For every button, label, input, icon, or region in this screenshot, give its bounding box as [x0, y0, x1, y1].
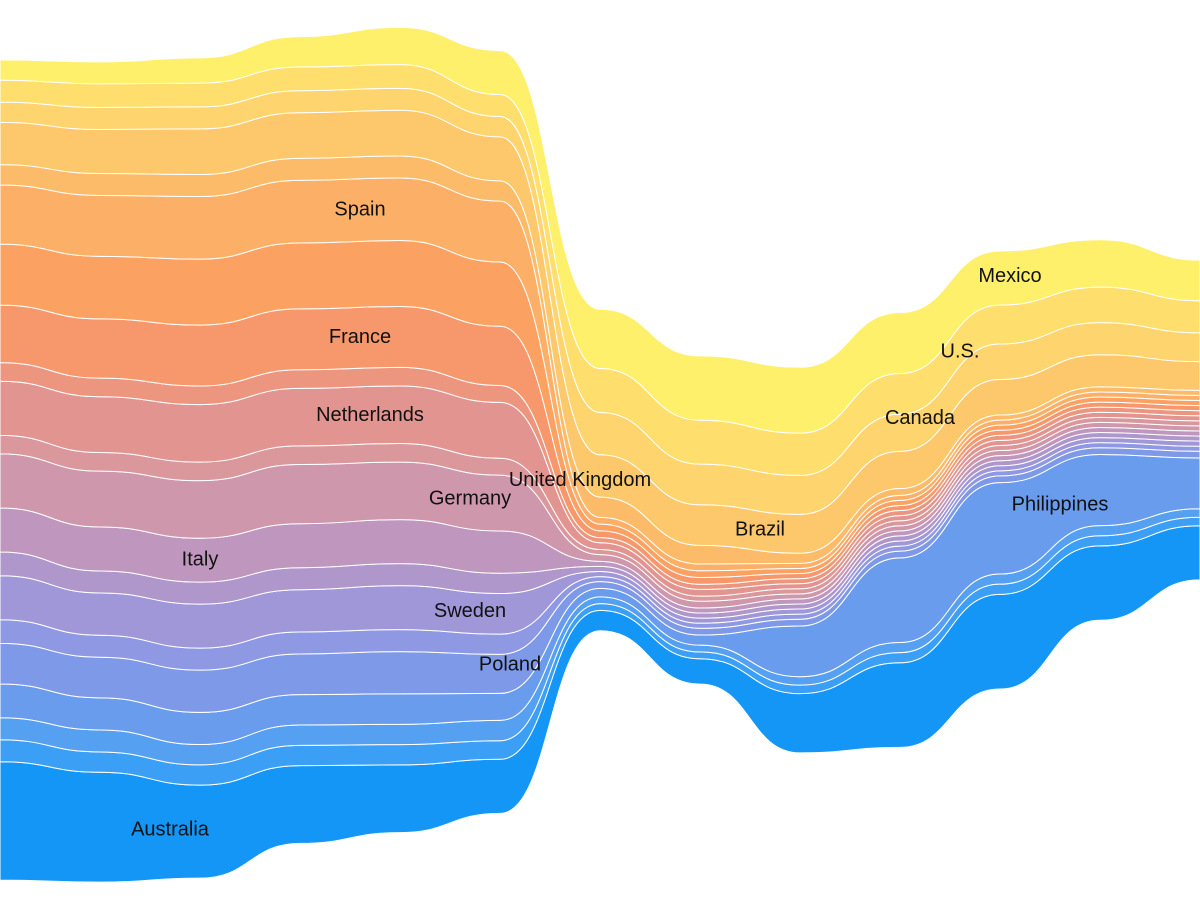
stream-mexico: [0, 26, 1200, 434]
label-australia: Australia: [131, 819, 210, 841]
label-canada: Canada: [885, 407, 956, 429]
stream-labels: Spain United Kingdom Brazil Canada U.S. Mexic…: [131, 198, 1108, 840]
label-brazil: Brazil: [735, 519, 785, 541]
label-u-s-: U.S.: [941, 341, 980, 363]
label-netherlands: Netherlands: [316, 404, 424, 426]
label-spain: Spain: [334, 198, 385, 220]
label-sweden: Sweden: [434, 600, 506, 622]
label-philippines: Philippines: [1012, 494, 1109, 516]
label-poland: Poland: [479, 653, 541, 675]
label-germany: Germany: [429, 488, 511, 510]
label-italy: Italy: [182, 548, 219, 570]
label-france: France: [329, 326, 391, 348]
stream-layers: [0, 26, 1200, 883]
label-mexico: Mexico: [978, 265, 1041, 287]
label-united-kingdom: United Kingdom: [509, 469, 651, 491]
